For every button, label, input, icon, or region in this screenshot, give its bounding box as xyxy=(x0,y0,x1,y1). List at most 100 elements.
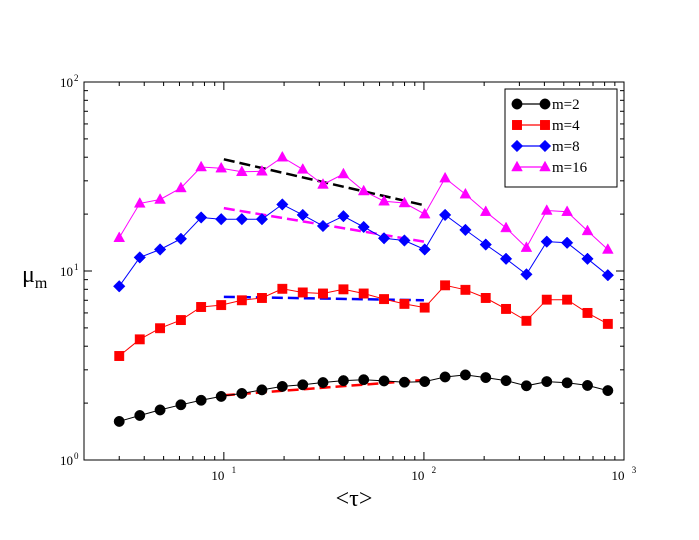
y-axis-title-subscript: m xyxy=(35,275,48,292)
y-axis-title-base: μ xyxy=(22,262,35,288)
data-point-m-8 xyxy=(276,198,289,211)
data-point-m-16 xyxy=(154,193,166,204)
data-point-m-4 xyxy=(338,284,349,295)
data-point-m-8 xyxy=(520,268,533,281)
legend-marker xyxy=(510,139,524,153)
data-point-m-4 xyxy=(196,302,207,312)
legend-marker xyxy=(511,98,523,110)
data-point-m-4 xyxy=(114,351,125,361)
legend: m=2 m=4 m=8 m=16 xyxy=(504,88,618,188)
legend-label: m=2 xyxy=(552,97,580,113)
data-point-m-2 xyxy=(541,376,553,388)
x-axis-tick-labels: 10 1 10 2 10 3 xyxy=(211,465,636,483)
legend-label: m=4 xyxy=(552,118,580,134)
data-point-m-4 xyxy=(277,283,288,294)
data-point-m-8 xyxy=(540,235,553,248)
legend-item-m-16: m=16 xyxy=(511,160,588,176)
data-point-m-4 xyxy=(501,303,511,314)
data-point-m-2 xyxy=(317,377,329,388)
data-point-m-8 xyxy=(113,280,126,293)
data-point-m-2 xyxy=(480,372,492,384)
data-point-m-8 xyxy=(499,252,513,265)
data-point-m-2 xyxy=(602,385,614,397)
data-point-m-2 xyxy=(113,415,125,427)
data-point-m-2 xyxy=(215,390,227,402)
data-point-m-8 xyxy=(459,223,472,237)
data-point-m-2 xyxy=(358,374,370,386)
data-point-m-16 xyxy=(500,221,512,233)
legend-marker xyxy=(539,160,551,172)
legend-marker xyxy=(512,120,522,130)
data-point-m-16 xyxy=(317,178,329,189)
data-point-m-16 xyxy=(540,204,553,215)
legend-item-m-8: m=8 xyxy=(510,139,580,155)
data-point-m-2 xyxy=(154,404,166,416)
y-tick-exponent: 1 xyxy=(74,262,79,272)
x-tick-exponent: 3 xyxy=(632,465,637,475)
data-point-m-2 xyxy=(398,376,410,388)
data-point-m-8 xyxy=(133,251,146,264)
y-tick-label: 10 xyxy=(60,264,73,279)
data-point-m-16 xyxy=(175,181,187,193)
data-point-m-16 xyxy=(133,197,146,208)
fit-lines xyxy=(223,158,425,397)
x-tick-label: 10 xyxy=(411,468,424,483)
data-point-m-2 xyxy=(459,369,471,381)
legend-box xyxy=(504,88,618,188)
data-point-m-8 xyxy=(296,208,309,222)
data-point-m-4 xyxy=(582,307,593,318)
data-point-m-2 xyxy=(297,379,309,391)
data-point-m-4 xyxy=(440,280,451,291)
x-axis-ticks xyxy=(83,82,625,460)
data-point-m-4 xyxy=(399,298,410,309)
data-point-m-8 xyxy=(479,238,492,251)
legend-label: m=16 xyxy=(552,160,588,176)
data-point-m-2 xyxy=(256,384,268,396)
y-tick-exponent: 0 xyxy=(74,451,79,461)
data-point-m-2 xyxy=(582,379,593,391)
data-point-m-2 xyxy=(378,375,390,387)
series-m-16 xyxy=(113,150,614,254)
data-point-m-8 xyxy=(438,208,452,222)
data-point-m-16 xyxy=(113,231,126,242)
series-layer xyxy=(113,150,614,427)
data-point-m-4 xyxy=(460,284,471,295)
data-point-m-8 xyxy=(215,213,228,226)
data-point-m-16 xyxy=(195,160,207,172)
data-point-m-16 xyxy=(520,241,533,252)
data-point-m-8 xyxy=(398,234,411,247)
data-point-m-4 xyxy=(256,293,267,303)
y-tick-exponent: 2 xyxy=(74,73,79,83)
data-point-m-16 xyxy=(561,205,573,216)
data-point-m-2 xyxy=(520,380,532,392)
data-point-m-2 xyxy=(439,371,451,383)
legend-item-m-2: m=2 xyxy=(511,97,580,113)
data-point-m-16 xyxy=(418,207,431,219)
data-point-m-2 xyxy=(561,377,573,389)
data-point-m-16 xyxy=(256,164,268,176)
data-point-m-16 xyxy=(215,161,228,173)
data-point-m-4 xyxy=(358,288,369,299)
data-point-m-4 xyxy=(419,302,430,313)
data-point-m-2 xyxy=(175,399,187,411)
legend-item-m-4: m=4 xyxy=(512,118,580,134)
data-point-m-4 xyxy=(216,300,227,311)
data-point-m-16 xyxy=(276,150,289,162)
x-axis-title: <τ> xyxy=(336,486,373,512)
y-tick-label: 10 xyxy=(60,75,73,90)
data-point-m-4 xyxy=(541,294,552,305)
data-point-m-4 xyxy=(318,288,328,299)
data-point-m-2 xyxy=(419,376,431,388)
data-point-m-8 xyxy=(377,232,391,245)
data-point-m-2 xyxy=(276,380,288,392)
legend-marker xyxy=(538,139,552,153)
x-tick-label: 10 xyxy=(211,468,224,483)
x-tick-label: 10 xyxy=(612,468,625,483)
data-point-m-8 xyxy=(153,243,167,256)
y-tick-label: 10 xyxy=(60,453,73,468)
legend-marker xyxy=(540,120,550,130)
data-point-m-16 xyxy=(581,224,594,236)
y-axis-ticks xyxy=(84,81,624,461)
data-point-m-8 xyxy=(194,211,208,224)
legend-label: m=8 xyxy=(552,139,580,155)
